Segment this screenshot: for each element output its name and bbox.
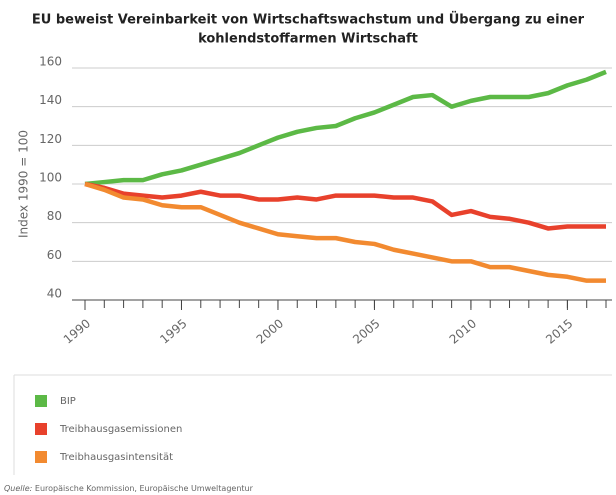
y-tick-label: 120 <box>39 132 62 146</box>
y-axis-label: Index 1990 = 100 <box>17 130 31 238</box>
legend-label: BIP <box>60 396 76 407</box>
x-tick-label: 2010 <box>447 316 479 346</box>
y-tick-label: 100 <box>39 171 62 185</box>
y-tick-label: 80 <box>47 209 62 223</box>
source: Quelle: Europäische Kommission, Europäis… <box>4 484 254 493</box>
chart-title: kohlendstoffarmen Wirtschaft <box>198 32 418 47</box>
series-line <box>84 181 606 283</box>
legend-swatch <box>35 423 47 435</box>
x-tick-label: 2015 <box>543 316 575 346</box>
y-tick-label: 140 <box>39 93 62 107</box>
legend-label: Treibhausgasintensität <box>59 452 173 463</box>
series-line <box>84 181 606 231</box>
y-tick-label: 160 <box>39 55 62 69</box>
x-tick-label: 2005 <box>350 316 382 346</box>
chart-title: EU beweist Vereinbarkeit von Wirtschafts… <box>32 12 585 28</box>
legend-label: Treibhausgasemissionen <box>59 424 182 435</box>
legend-swatch <box>35 451 47 463</box>
x-tick-label: 2000 <box>254 316 286 346</box>
x-tick-label: 1995 <box>157 316 189 346</box>
source-label: Quelle: <box>4 484 33 493</box>
y-tick-label: 60 <box>47 248 62 262</box>
x-tick-label: 1990 <box>61 316 93 346</box>
series-line <box>84 69 607 187</box>
source-text: Europäische Kommission, Europäische Umwe… <box>35 484 254 493</box>
y-tick-label: 40 <box>47 287 62 301</box>
legend-swatch <box>35 395 47 407</box>
